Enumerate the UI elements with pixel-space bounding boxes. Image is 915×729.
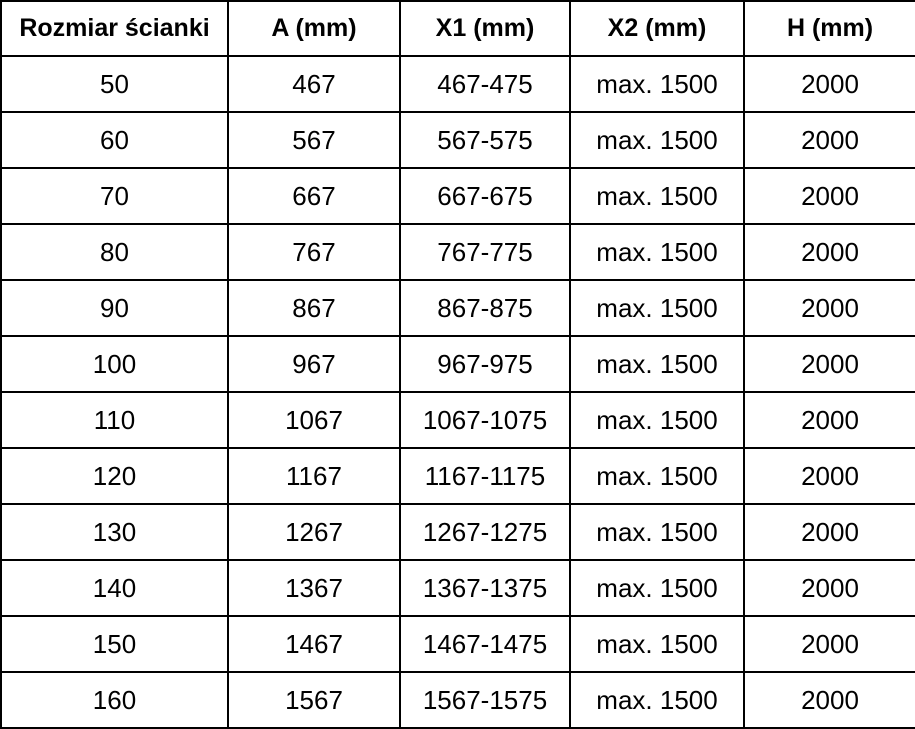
table-cell: 2000 bbox=[743, 671, 915, 729]
header-x2-mm: X2 (mm) bbox=[569, 0, 745, 57]
table-cell: 1267 bbox=[227, 503, 401, 561]
table-cell: max. 1500 bbox=[569, 279, 745, 337]
table-row: 60 567 567-575 max. 1500 2000 bbox=[0, 111, 915, 169]
table-row: 70 667 667-675 max. 1500 2000 bbox=[0, 167, 915, 225]
table-cell: 1067-1075 bbox=[399, 391, 571, 449]
table-cell: 2000 bbox=[743, 223, 915, 281]
table-cell: 1067 bbox=[227, 391, 401, 449]
table-cell: 1467 bbox=[227, 615, 401, 673]
table-cell: 667 bbox=[227, 167, 401, 225]
table-cell: 100 bbox=[0, 335, 229, 393]
table-cell: 1367-1375 bbox=[399, 559, 571, 617]
table-cell: 967-975 bbox=[399, 335, 571, 393]
table-body: 50 467 467-475 max. 1500 2000 60 567 567-575 max… bbox=[0, 55, 915, 729]
table-cell: max. 1500 bbox=[569, 559, 745, 617]
table-cell: 1467-1475 bbox=[399, 615, 571, 673]
table-cell: max. 1500 bbox=[569, 615, 745, 673]
table-cell: 867-875 bbox=[399, 279, 571, 337]
table-row: 80 767 767-775 max. 1500 2000 bbox=[0, 223, 915, 281]
table-cell: 2000 bbox=[743, 391, 915, 449]
table-cell: max. 1500 bbox=[569, 671, 745, 729]
table-cell: 1567-1575 bbox=[399, 671, 571, 729]
table-cell: 90 bbox=[0, 279, 229, 337]
table-row: 150 1467 1467-1475 max. 1500 2000 bbox=[0, 615, 915, 673]
table-cell: 2000 bbox=[743, 55, 915, 113]
table-row: 130 1267 1267-1275 max. 1500 2000 bbox=[0, 503, 915, 561]
header-rozmiar-scianki: Rozmiar ścianki bbox=[0, 0, 229, 57]
table-cell: 667-675 bbox=[399, 167, 571, 225]
table-cell: 80 bbox=[0, 223, 229, 281]
table-cell: max. 1500 bbox=[569, 447, 745, 505]
table-cell: 50 bbox=[0, 55, 229, 113]
table-cell: 160 bbox=[0, 671, 229, 729]
table-cell: max. 1500 bbox=[569, 167, 745, 225]
table-cell: 2000 bbox=[743, 335, 915, 393]
table-cell: 1567 bbox=[227, 671, 401, 729]
table-cell: max. 1500 bbox=[569, 111, 745, 169]
table-cell: 2000 bbox=[743, 167, 915, 225]
table-cell: max. 1500 bbox=[569, 335, 745, 393]
table-cell: 70 bbox=[0, 167, 229, 225]
table-cell: 1367 bbox=[227, 559, 401, 617]
table-cell: 467 bbox=[227, 55, 401, 113]
table-row: 120 1167 1167-1175 max. 1500 2000 bbox=[0, 447, 915, 505]
table-cell: 2000 bbox=[743, 503, 915, 561]
table-row: 100 967 967-975 max. 1500 2000 bbox=[0, 335, 915, 393]
table-row: 90 867 867-875 max. 1500 2000 bbox=[0, 279, 915, 337]
header-h-mm: H (mm) bbox=[743, 0, 915, 57]
table-cell: 567-575 bbox=[399, 111, 571, 169]
table-row: 140 1367 1367-1375 max. 1500 2000 bbox=[0, 559, 915, 617]
table-cell: 467-475 bbox=[399, 55, 571, 113]
table-row: 50 467 467-475 max. 1500 2000 bbox=[0, 55, 915, 113]
table-cell: 2000 bbox=[743, 279, 915, 337]
table-row: 160 1567 1567-1575 max. 1500 2000 bbox=[0, 671, 915, 729]
table-cell: 2000 bbox=[743, 447, 915, 505]
table-cell: max. 1500 bbox=[569, 55, 745, 113]
table-cell: 1267-1275 bbox=[399, 503, 571, 561]
table-cell: 867 bbox=[227, 279, 401, 337]
table-cell: 567 bbox=[227, 111, 401, 169]
table-cell: max. 1500 bbox=[569, 391, 745, 449]
table-cell: max. 1500 bbox=[569, 503, 745, 561]
table-cell: max. 1500 bbox=[569, 223, 745, 281]
table-cell: 1167 bbox=[227, 447, 401, 505]
table-cell: 60 bbox=[0, 111, 229, 169]
table-cell: 967 bbox=[227, 335, 401, 393]
table-cell: 120 bbox=[0, 447, 229, 505]
table-cell: 110 bbox=[0, 391, 229, 449]
table-cell: 140 bbox=[0, 559, 229, 617]
table-cell: 2000 bbox=[743, 615, 915, 673]
table-row: 110 1067 1067-1075 max. 1500 2000 bbox=[0, 391, 915, 449]
table-cell: 1167-1175 bbox=[399, 447, 571, 505]
header-x1-mm: X1 (mm) bbox=[399, 0, 571, 57]
table-cell: 767 bbox=[227, 223, 401, 281]
table-cell: 2000 bbox=[743, 111, 915, 169]
table-cell: 767-775 bbox=[399, 223, 571, 281]
table-header-row: Rozmiar ścianki A (mm) X1 (mm) X2 (mm) H… bbox=[0, 0, 915, 57]
table-cell: 150 bbox=[0, 615, 229, 673]
header-a-mm: A (mm) bbox=[227, 0, 401, 57]
table-cell: 2000 bbox=[743, 559, 915, 617]
table-cell: 130 bbox=[0, 503, 229, 561]
